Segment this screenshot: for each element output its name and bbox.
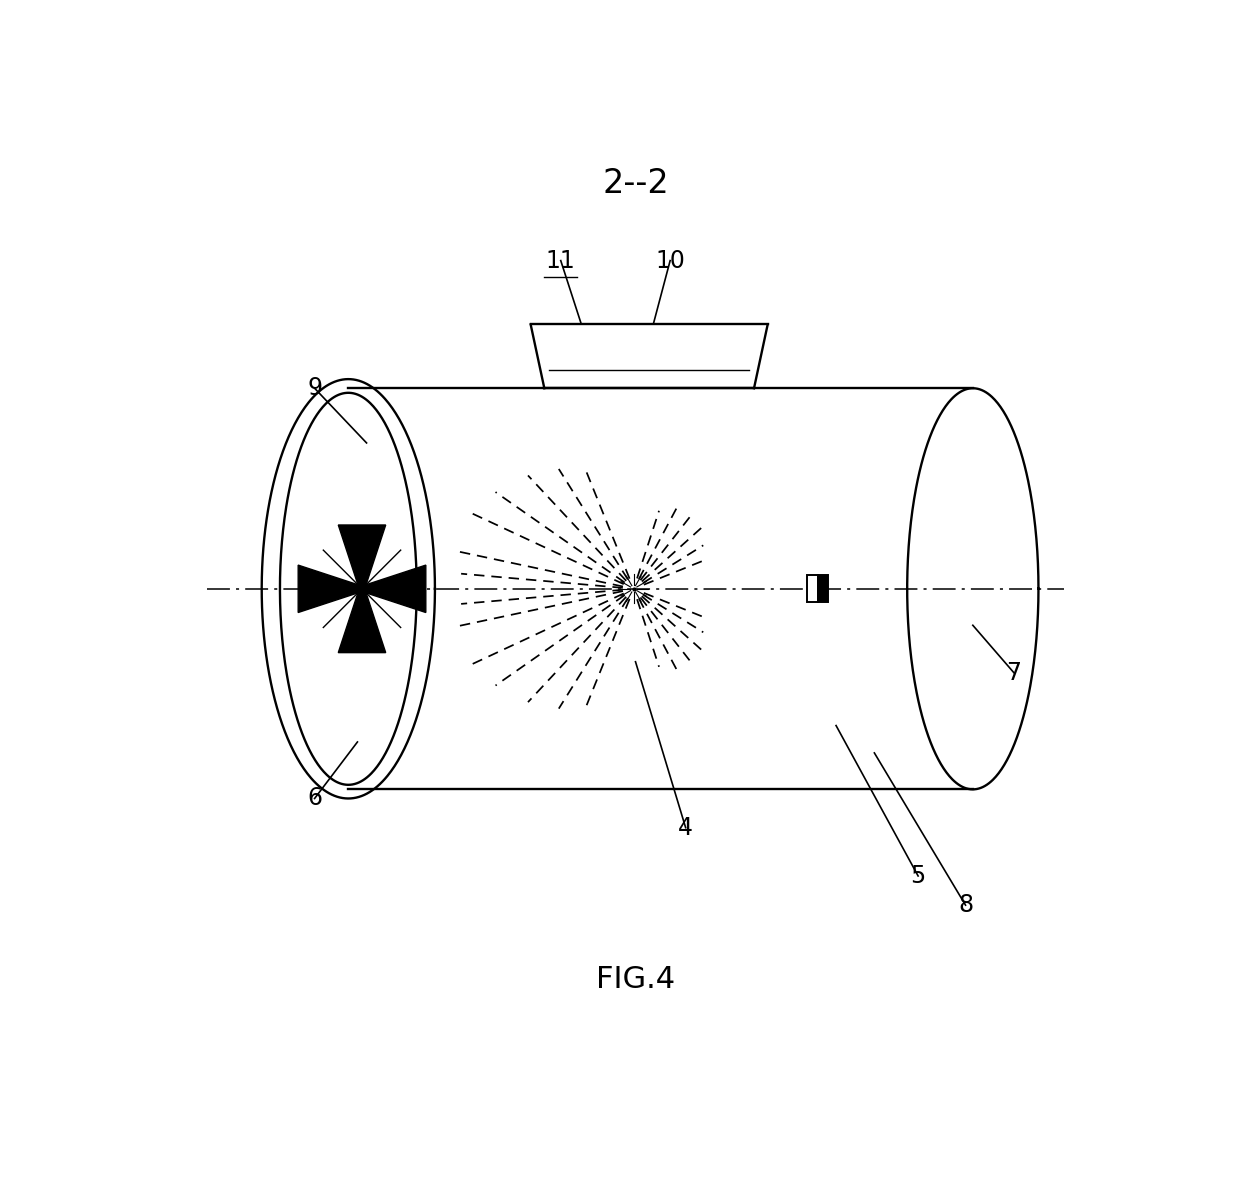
Polygon shape xyxy=(362,565,425,612)
Text: 10: 10 xyxy=(655,249,684,272)
Polygon shape xyxy=(298,565,362,612)
Text: 11: 11 xyxy=(546,249,575,272)
Text: 5: 5 xyxy=(910,864,926,888)
Bar xyxy=(807,575,818,603)
Text: 7: 7 xyxy=(1007,661,1022,684)
Text: 4: 4 xyxy=(678,816,693,839)
Text: 8: 8 xyxy=(959,893,973,918)
Text: 6: 6 xyxy=(308,786,322,811)
Text: FIG.4: FIG.4 xyxy=(596,965,675,993)
Text: 9: 9 xyxy=(308,377,322,400)
Bar xyxy=(818,575,828,603)
Polygon shape xyxy=(339,588,386,652)
Text: 2--2: 2--2 xyxy=(603,167,668,200)
Polygon shape xyxy=(339,525,386,588)
